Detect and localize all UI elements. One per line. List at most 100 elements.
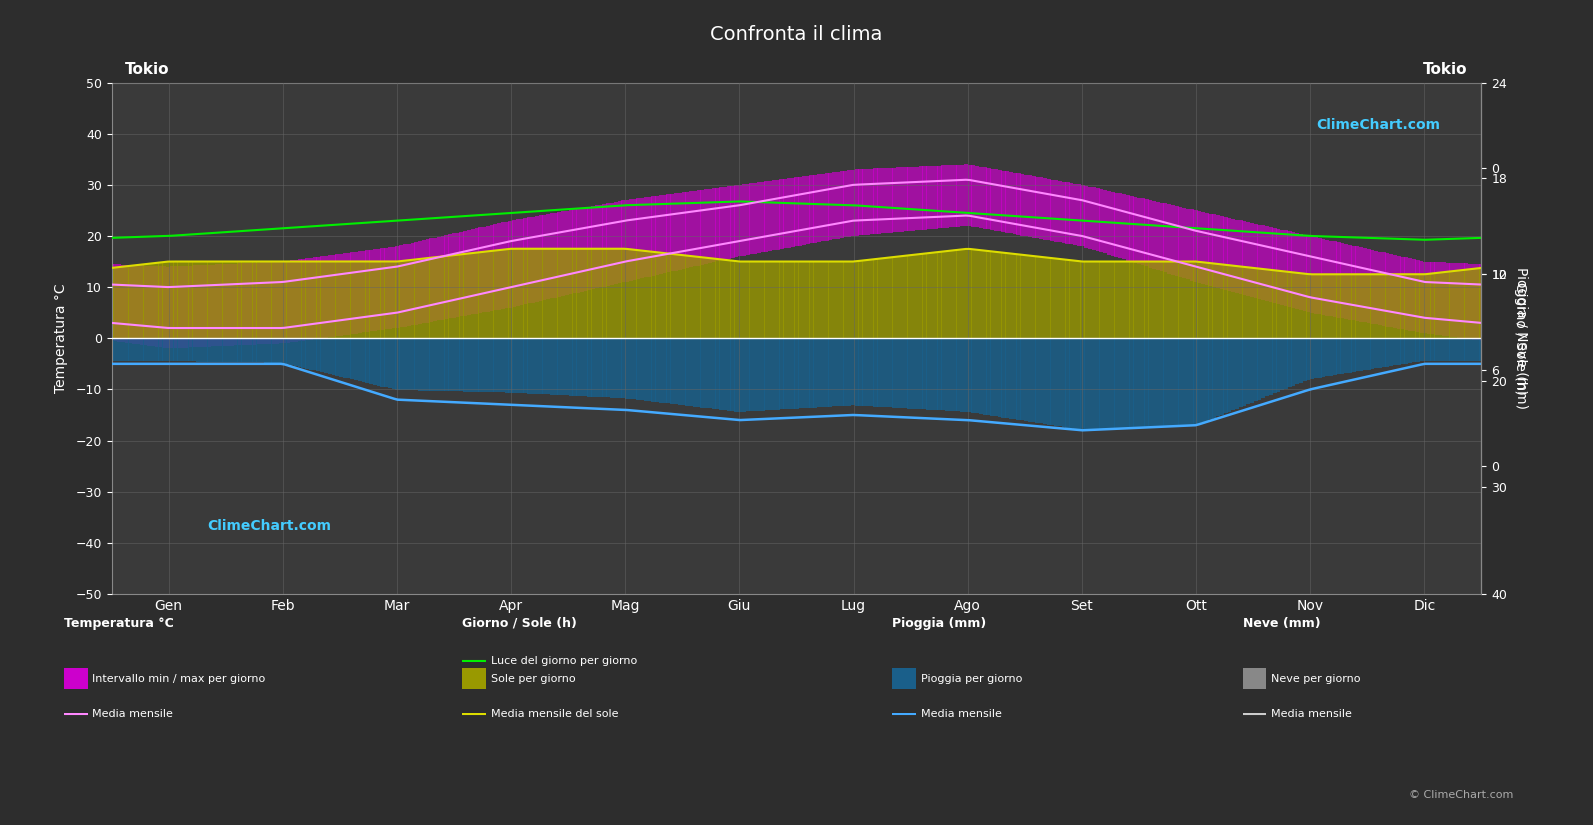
Bar <box>151 338 155 361</box>
Bar <box>467 230 472 315</box>
Bar <box>135 338 140 361</box>
Bar <box>1126 195 1129 261</box>
Bar <box>953 338 957 411</box>
Bar <box>116 338 121 361</box>
Bar <box>527 249 532 338</box>
Bar <box>1340 338 1344 374</box>
Bar <box>376 338 381 385</box>
Bar <box>836 262 840 338</box>
Bar <box>718 187 723 261</box>
Bar <box>1149 338 1152 427</box>
Bar <box>828 338 833 407</box>
Bar <box>271 262 276 338</box>
Bar <box>1077 338 1080 429</box>
Bar <box>162 262 166 338</box>
Bar <box>1438 338 1442 361</box>
Bar <box>956 250 961 338</box>
Bar <box>505 249 508 338</box>
Bar <box>1201 338 1204 422</box>
Bar <box>129 266 132 338</box>
Bar <box>1464 263 1469 339</box>
Bar <box>1279 338 1284 390</box>
Bar <box>448 256 452 338</box>
Bar <box>723 338 726 410</box>
Bar <box>621 200 626 282</box>
Bar <box>441 257 444 338</box>
Bar <box>441 338 444 391</box>
Bar <box>640 338 644 400</box>
Bar <box>607 203 610 285</box>
Bar <box>738 185 742 257</box>
Bar <box>298 262 301 338</box>
Bar <box>174 266 177 348</box>
Bar <box>287 338 290 364</box>
Bar <box>1423 274 1427 338</box>
Bar <box>1005 338 1010 418</box>
Bar <box>881 168 886 233</box>
Bar <box>900 338 903 408</box>
Bar <box>1133 338 1137 427</box>
Bar <box>309 262 314 338</box>
Bar <box>1359 274 1364 338</box>
Bar <box>519 338 524 394</box>
Bar <box>790 177 795 247</box>
Bar <box>895 257 900 338</box>
Bar <box>884 168 889 233</box>
Bar <box>558 212 561 297</box>
Bar <box>1362 338 1367 370</box>
Bar <box>170 338 174 361</box>
Bar <box>546 338 550 394</box>
Bar <box>223 262 226 338</box>
Bar <box>170 262 174 338</box>
Bar <box>553 338 558 395</box>
Bar <box>1292 338 1295 386</box>
Bar <box>1246 267 1251 338</box>
Bar <box>933 338 938 410</box>
Bar <box>1303 338 1306 381</box>
Bar <box>1002 252 1005 338</box>
Bar <box>978 250 983 338</box>
Bar <box>1392 255 1397 328</box>
Bar <box>1032 177 1035 238</box>
Bar <box>350 252 355 334</box>
Bar <box>1445 271 1450 338</box>
Bar <box>1182 262 1187 338</box>
Bar <box>483 252 486 338</box>
Bar <box>444 256 449 338</box>
Bar <box>862 338 867 406</box>
Bar <box>671 338 674 404</box>
Bar <box>1265 226 1270 301</box>
Bar <box>1389 254 1394 328</box>
Bar <box>903 256 908 338</box>
Bar <box>1235 219 1239 293</box>
Bar <box>1118 193 1121 258</box>
Bar <box>1469 338 1472 361</box>
Bar <box>1096 188 1099 251</box>
Bar <box>1129 338 1134 428</box>
Bar <box>459 232 464 317</box>
Bar <box>406 243 411 326</box>
Bar <box>1325 240 1329 316</box>
Bar <box>1209 338 1212 419</box>
Bar <box>1375 338 1378 369</box>
Bar <box>170 266 174 348</box>
Bar <box>975 338 980 413</box>
Bar <box>840 262 844 338</box>
Y-axis label: Giorno / Sole (h): Giorno / Sole (h) <box>1513 282 1528 394</box>
Bar <box>757 338 761 411</box>
Bar <box>193 266 196 347</box>
Bar <box>583 207 588 291</box>
Bar <box>919 338 922 409</box>
Bar <box>1115 262 1118 338</box>
Bar <box>599 338 602 397</box>
Bar <box>1204 213 1209 285</box>
Bar <box>933 166 938 229</box>
Bar <box>1386 338 1389 366</box>
Bar <box>143 264 148 338</box>
Bar <box>881 338 886 407</box>
Bar <box>1110 262 1115 338</box>
Bar <box>820 262 825 338</box>
Bar <box>1367 249 1370 323</box>
Bar <box>1348 274 1352 338</box>
Bar <box>914 167 919 230</box>
